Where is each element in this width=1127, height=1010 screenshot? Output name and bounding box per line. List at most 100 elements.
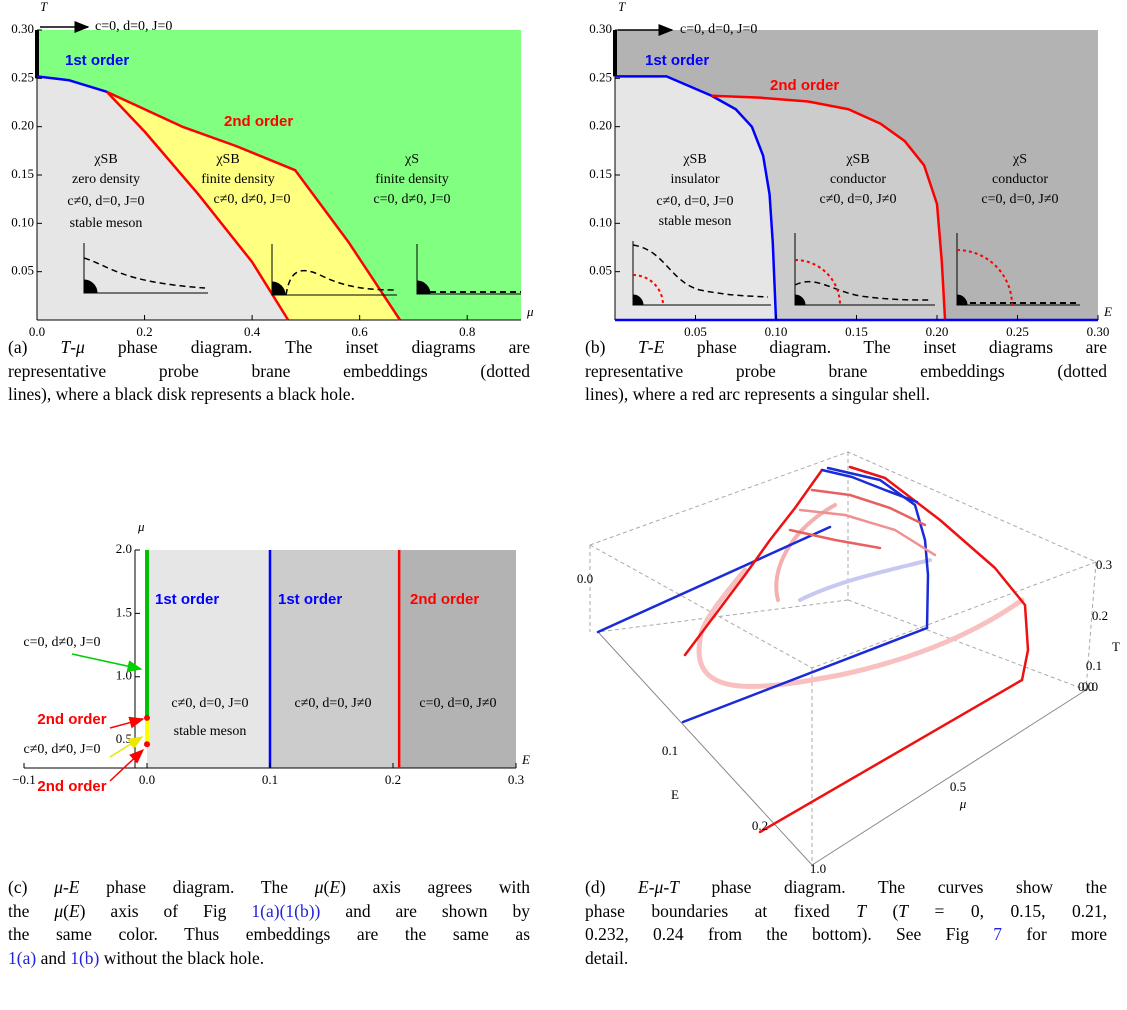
phase-label: finite density (201, 172, 275, 187)
math-symbol: E (329, 877, 340, 897)
caption: (b) T-E phase diagram. The inset diagram… (585, 336, 1107, 407)
transition-label: 2nd order (37, 711, 106, 728)
caption-line: (a) T-μ phase diagram. The inset diagram… (8, 336, 530, 360)
axis-label: μ (959, 796, 967, 811)
math-symbol: T (638, 337, 648, 357)
tick-label: 0.5 (950, 779, 966, 794)
phase-label: c≠0, d=0, J=0 (171, 696, 248, 711)
caption-text: ( (866, 901, 898, 921)
caption-text: (b) (585, 337, 638, 357)
caption-line: detail. (585, 947, 1107, 971)
phase-label: c=0, d=0, J≠0 (419, 696, 496, 711)
phase-label: c=0, d≠0, J=0 (373, 192, 450, 207)
arrow (72, 654, 141, 669)
caption-line: lines), where a black disk represents a … (8, 383, 530, 407)
phase-label: χSB (845, 152, 869, 167)
caption-line: lines), where a red arc represents a sin… (585, 383, 1107, 407)
caption-line: 1(a) and 1(b) without the black hole. (8, 947, 530, 971)
math-symbol: T (60, 337, 70, 357)
y-tick-label: 0.10 (11, 214, 34, 229)
phase-label: c=0, d=0, J=0 (95, 19, 172, 34)
phase-label: c=0, d=0, J=0 (680, 22, 757, 37)
caption-text: phase diagram. The inset diagrams are (664, 337, 1107, 357)
y-tick-label: 0.15 (11, 166, 34, 181)
math-symbol: μ (76, 337, 85, 357)
math-symbol: μ (315, 877, 324, 897)
transition-label: 1st order (278, 591, 342, 608)
y-tick-label: 0.30 (11, 21, 34, 36)
transition-label: 2nd order (770, 77, 839, 94)
caption: (d) E-μ-T phase diagram. The curves show… (585, 876, 1107, 970)
x-tick-label: 0.1 (262, 772, 278, 787)
caption-text: phase diagram. The (79, 877, 314, 897)
caption-line: phase boundaries at fixed T (T = 0, 0.15… (585, 900, 1107, 924)
caption-line: representative probe brane embeddings (d… (8, 360, 530, 384)
x-axis-label: E (1103, 304, 1112, 319)
transition-label: 1st order (155, 591, 219, 608)
caption-line: the μ(E) axis of Fig 1(a)(1(b)) and are … (8, 900, 530, 924)
y-axis-label: μ (137, 519, 145, 534)
y-tick-label: 2.0 (116, 541, 132, 556)
x-tick-label: −0.1 (12, 772, 36, 787)
tick-label: 1.0 (810, 861, 826, 876)
transition-label: 2nd order (37, 778, 106, 795)
y-tick-label: 0.20 (11, 118, 34, 133)
phase-label: c≠0, d=0, J=0 (67, 194, 144, 209)
phase-label: χS (404, 152, 419, 167)
phase-label: χS (1012, 152, 1027, 167)
x-tick-label: 0.0 (139, 772, 155, 787)
phase-label: c=0, d≠0, J=0 (23, 635, 100, 650)
tick-label: 0.1 (1086, 658, 1102, 673)
caption-line: representative probe brane embeddings (d… (585, 360, 1107, 384)
y-tick-label: 0.15 (589, 166, 612, 181)
math-symbol: T (898, 901, 908, 921)
phase-label: conductor (830, 172, 886, 187)
phase-label: c≠0, d≠0, J=0 (214, 192, 291, 207)
figure-link[interactable]: (1(b)) (280, 901, 321, 921)
phase-label: χSB (93, 152, 117, 167)
x-tick-label: 0.2 (385, 772, 401, 787)
caption: (c) μ-E phase diagram. The μ(E) axis agr… (8, 876, 530, 970)
arrow (110, 719, 143, 728)
phase-label: stable meson (659, 214, 732, 229)
phase-label: conductor (992, 172, 1048, 187)
phase-label: c≠0, d=0, J≠0 (820, 192, 897, 207)
transition-label: 1st order (65, 52, 129, 69)
caption-text: (a) (8, 337, 60, 357)
phase-label: c≠0, d≠0, J=0 (24, 742, 101, 757)
caption-text: phase boundaries at fixed (585, 901, 856, 921)
caption-text: phase diagram. The inset diagrams are (85, 337, 530, 357)
caption-line: (d) E-μ-T phase diagram. The curves show… (585, 876, 1107, 900)
figure-link[interactable]: 1(a) (8, 948, 36, 968)
caption-text: without the black hole. (99, 948, 264, 968)
caption-text: (c) (8, 877, 54, 897)
x-axis-label: μ (526, 304, 534, 319)
figure-link[interactable]: 1(a) (251, 901, 279, 921)
caption-text: and (36, 948, 70, 968)
caption-text: (d) (585, 877, 638, 897)
caption-text: and are shown by (320, 901, 530, 921)
math-symbol: μ (54, 877, 63, 897)
figure-link[interactable]: 1(b) (70, 948, 99, 968)
caption-text: ) axis of Fig (80, 901, 252, 921)
tick-label: 0.0 (577, 571, 593, 586)
phase-curves-3d (598, 467, 1028, 832)
tick-label: 0.3 (1096, 557, 1112, 572)
y-tick-label: 0.30 (589, 21, 612, 36)
math-symbol: E (69, 901, 80, 921)
math-symbol: E (638, 877, 649, 897)
phase-label: stable meson (174, 724, 247, 739)
math-symbol: T (669, 877, 679, 897)
y-axis-label: T (618, 0, 626, 14)
tick-label: 0.1 (662, 743, 678, 758)
y-tick-label: 0.10 (589, 214, 612, 229)
tick-label: 0.2 (752, 818, 768, 833)
math-symbol: T (856, 901, 866, 921)
math-symbol: μ (54, 901, 63, 921)
caption: (a) T-μ phase diagram. The inset diagram… (8, 336, 530, 407)
phase-label: c=0, d=0, J≠0 (981, 192, 1058, 207)
phase-label: finite density (375, 172, 449, 187)
figure-link[interactable]: 7 (993, 924, 1002, 944)
y-tick-label: 0.25 (11, 69, 34, 84)
caption-line: 0.232, 0.24 from the bottom). See Fig 7 … (585, 923, 1107, 947)
